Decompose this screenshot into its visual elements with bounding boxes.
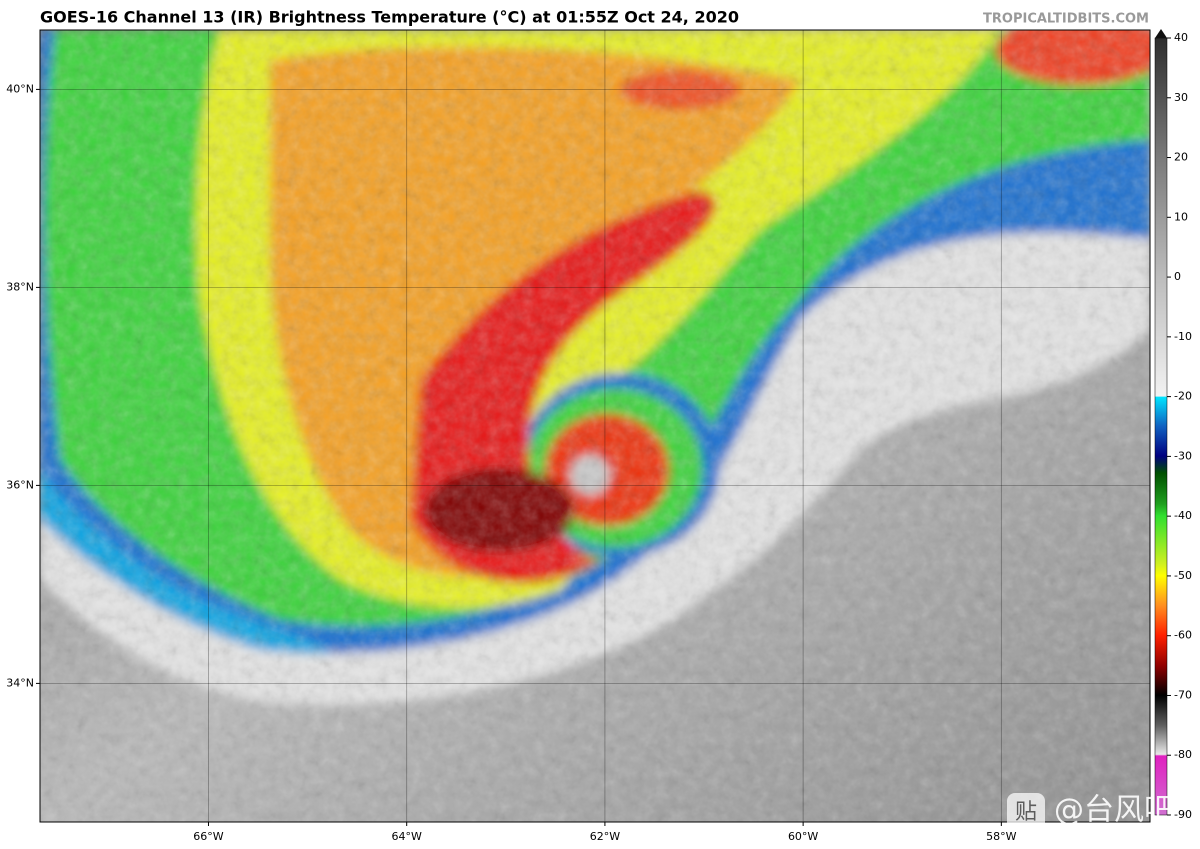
lat-label: 38°N [6, 280, 34, 293]
colorbar-label: -30 [1174, 449, 1192, 462]
colorbar [1154, 37, 1168, 816]
lat-label: 40°N [6, 82, 34, 95]
watermark-icon-text: 贴 [1015, 800, 1037, 825]
colorbar-label: 10 [1174, 210, 1188, 223]
lon-label: 64°W [392, 830, 422, 843]
colorbar-label: -40 [1174, 509, 1192, 522]
colorbar-label: 20 [1174, 151, 1188, 164]
colorbar-label: -10 [1174, 330, 1192, 343]
colorbar-label: 30 [1174, 91, 1188, 104]
lat-label: 36°N [6, 478, 34, 491]
lon-label: 58°W [986, 830, 1016, 843]
watermark-icon [1007, 793, 1045, 831]
graticule: 66°W 64°W 62°W 60°W 58°W 40°N 38°N 36°N 34°N [6, 30, 1150, 843]
colorbar-ticks: 40 30 20 10 0 -10 -20 -30 -40 -50 -60 -70 -80 -90 [1167, 31, 1192, 821]
source: TROPICALTIDBITS.COM [983, 12, 1149, 27]
lon-label: 60°W [788, 830, 818, 843]
lat-label: 34°N [6, 676, 34, 689]
lon-label: 66°W [193, 830, 223, 843]
title: GOES-16 Channel 13 (IR) Brightness Tempe… [40, 8, 739, 27]
colorbar-label: -70 [1174, 688, 1192, 701]
colorbar-label: -50 [1174, 569, 1192, 582]
colorbar-extend [1155, 29, 1167, 38]
colorbar-label: 40 [1174, 31, 1188, 44]
watermark-text: @台风吧 [1054, 793, 1174, 828]
colorbar-label: -20 [1174, 390, 1192, 403]
lon-label: 62°W [590, 830, 620, 843]
map-frame [39, 29, 1151, 823]
colorbar-label: -90 [1174, 808, 1192, 821]
watermark: 贴 @台风吧 [1007, 793, 1174, 831]
satellite-image [40, 30, 1150, 822]
colorbar-label: -60 [1174, 629, 1192, 642]
colorbar-label: -80 [1174, 748, 1192, 761]
colorbar-label: 0 [1174, 270, 1181, 283]
